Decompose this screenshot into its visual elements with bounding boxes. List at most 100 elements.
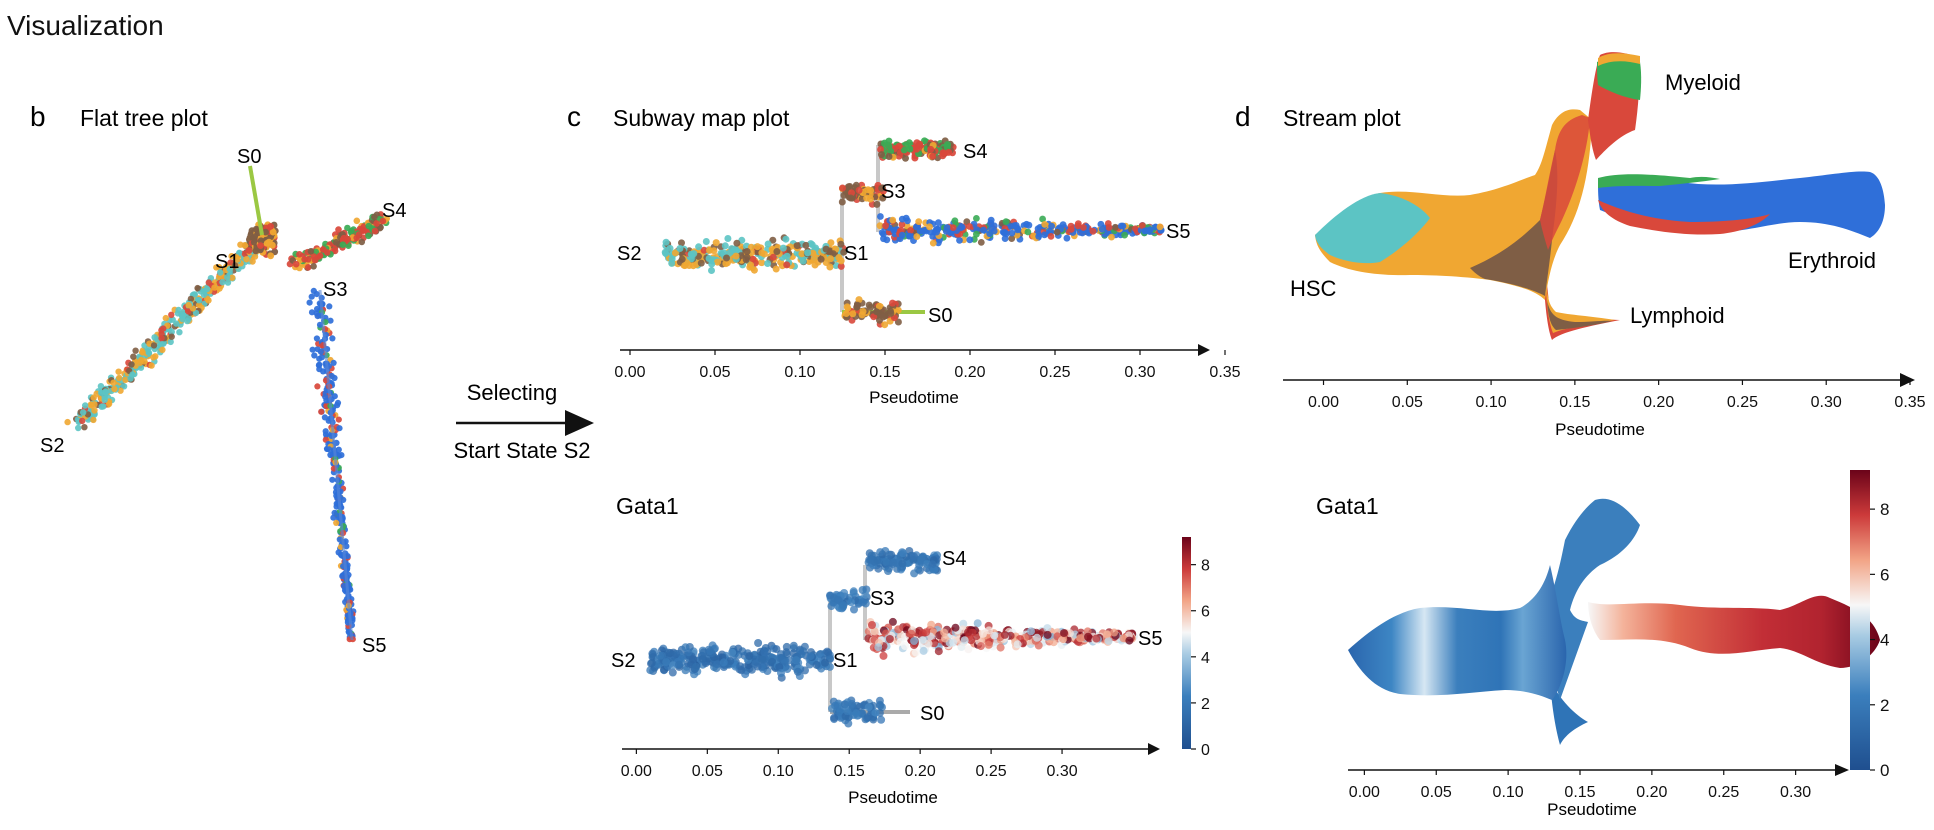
gata1-point — [917, 555, 926, 564]
subway-point — [782, 235, 790, 243]
subway-point — [1039, 215, 1046, 223]
flat-point — [316, 355, 323, 362]
flat-point — [292, 260, 300, 268]
subway-point — [1074, 220, 1082, 228]
flat-point — [162, 314, 169, 322]
gata1-point — [699, 648, 708, 657]
flat-point — [187, 295, 195, 303]
gata1-point — [754, 639, 763, 647]
subway-point — [988, 225, 995, 232]
gata1-point — [675, 660, 683, 669]
flat-label-s3: S3 — [323, 279, 347, 301]
subway-x-tick-label: 0.20 — [954, 364, 985, 381]
subway-point — [662, 238, 670, 246]
flat-point — [315, 362, 322, 369]
gata1-point — [1000, 630, 1009, 639]
subway-point — [944, 141, 951, 149]
gata1-label-s2: S2 — [611, 650, 635, 672]
subway-point — [957, 224, 964, 232]
flat-point — [130, 353, 137, 360]
subway-point — [822, 245, 830, 253]
flat-point — [334, 399, 342, 406]
selecting-arrow-group: Selecting Start State S2 — [454, 380, 594, 463]
flat-point — [185, 301, 192, 309]
subway-point — [804, 249, 812, 257]
gata1-point — [1092, 634, 1101, 643]
subway-point — [855, 186, 863, 194]
gata1-point — [839, 602, 848, 611]
stream-x-tick-label: 0.00 — [1308, 394, 1339, 411]
gata1-point — [847, 598, 856, 607]
gata1-point — [1027, 627, 1035, 636]
flat-point — [308, 293, 315, 300]
gata1-point — [827, 602, 836, 611]
flat-point — [195, 301, 203, 309]
subway-point — [1156, 223, 1164, 231]
subway-point — [817, 255, 825, 263]
flat-point — [191, 291, 199, 298]
gata1-label-s1: S1 — [833, 650, 857, 672]
gata1-point — [648, 649, 657, 658]
flat-point — [335, 446, 342, 453]
gata1-point — [698, 654, 707, 663]
flat-point — [97, 383, 105, 390]
gata1-x-label: Pseudotime — [848, 788, 938, 807]
gata1-point — [951, 623, 960, 632]
gata1-point — [889, 558, 898, 567]
flat-point — [322, 393, 329, 400]
flat-point — [317, 348, 324, 355]
gata1-point — [834, 595, 842, 604]
subway-point — [1143, 227, 1151, 235]
subway-point — [956, 237, 963, 244]
subway-x-tick-label: 0.05 — [699, 364, 730, 381]
subway-point — [945, 148, 953, 156]
gata1-point — [664, 648, 673, 657]
flat-point — [110, 379, 117, 386]
panel-d: d Stream plot Myeloid Erythroid HSC Lymp… — [1235, 52, 1926, 439]
gata1-point — [793, 667, 802, 676]
subway-point — [798, 250, 806, 258]
subway-point — [883, 236, 891, 244]
gata1-point — [830, 713, 839, 722]
gata1-point — [826, 591, 834, 600]
gata1-point — [866, 555, 875, 564]
gata1-point — [849, 587, 858, 596]
subway-point — [933, 228, 940, 236]
gata1-point — [1084, 632, 1092, 641]
gata1-point — [760, 648, 769, 657]
subway-point — [873, 308, 880, 316]
flat-point — [353, 217, 361, 225]
subway-x-tick-label: 0.10 — [784, 364, 815, 381]
subway-point — [935, 219, 942, 227]
subway-point — [876, 222, 884, 230]
subway-point — [849, 310, 857, 318]
stream-x-tick-label: 0.15 — [1559, 394, 1590, 411]
flat-point — [211, 284, 218, 291]
flat-point — [139, 349, 146, 356]
gata1-label-s3: S3 — [870, 588, 894, 610]
gata1-point — [876, 548, 885, 557]
gata1-stream-x-label: Pseudotime — [1547, 800, 1637, 819]
flat-point — [314, 383, 321, 390]
flat-point — [316, 252, 324, 259]
flat-point — [243, 256, 250, 263]
subway-point — [900, 146, 908, 154]
subway-point — [772, 265, 780, 273]
gata1-point — [753, 662, 762, 671]
flat-point — [344, 553, 351, 560]
gata1-point — [745, 652, 754, 660]
gata1-point — [870, 627, 879, 636]
gata1-x-tick-label: 0.00 — [621, 763, 652, 780]
subway-point — [793, 242, 801, 250]
flat-point — [219, 279, 226, 286]
flat-point — [328, 372, 335, 380]
flat-point — [241, 242, 249, 249]
gata1-point — [907, 629, 916, 638]
subway-point — [840, 248, 848, 256]
flat-point — [313, 335, 320, 342]
subway-label-s2: S2 — [617, 243, 641, 265]
subway-point — [881, 139, 888, 147]
subway-point — [1035, 233, 1043, 240]
stream-lymphoid-brown — [1547, 300, 1612, 330]
subway-point — [808, 241, 816, 249]
